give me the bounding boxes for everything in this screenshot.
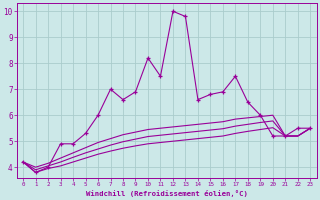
X-axis label: Windchill (Refroidissement éolien,°C): Windchill (Refroidissement éolien,°C): [86, 190, 248, 197]
